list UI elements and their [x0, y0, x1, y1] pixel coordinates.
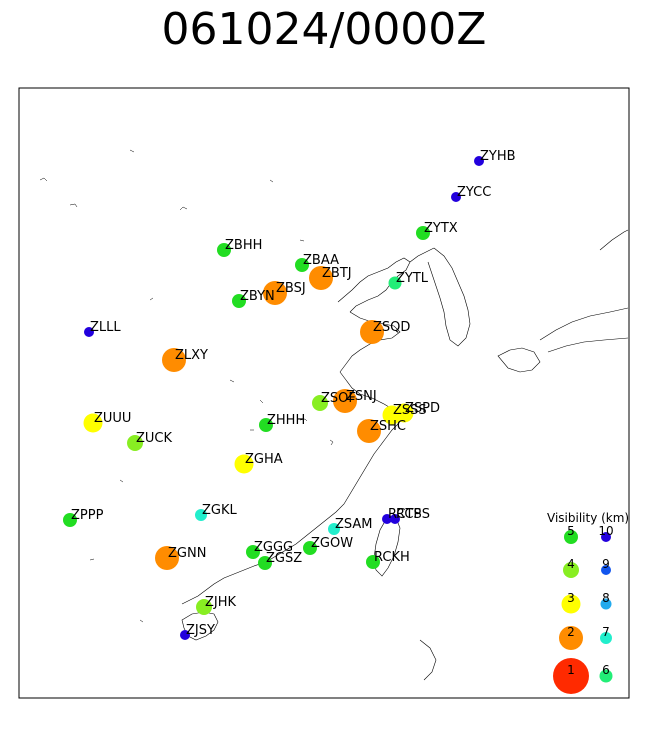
station-label-zbtj: ZBTJ	[322, 266, 352, 281]
map-title: 061024/0000Z	[161, 4, 487, 55]
station-label-zytl: ZYTL	[396, 271, 429, 286]
legend-label-10: 10	[598, 524, 613, 538]
station-marker-zsof	[312, 395, 328, 411]
station-marker-zlll	[84, 327, 94, 337]
station-marker-zsqd	[360, 320, 384, 344]
map-frame	[18, 87, 630, 699]
inland-water-outlines	[39, 149, 334, 623]
legend-swatch-10	[601, 532, 611, 542]
station-label-zsqd: ZSQD	[373, 320, 410, 335]
station-marker-zuuu	[83, 413, 103, 433]
station-label-zgha: ZGHA	[245, 452, 283, 467]
station-marker-zgkl	[195, 509, 207, 521]
legend-swatch-9	[601, 565, 611, 575]
station-label-zjsy: ZJSY	[186, 623, 215, 638]
station-marker-rckh	[366, 555, 380, 569]
legend-title: Visibility (km)	[547, 511, 629, 525]
station-marker-zggg	[246, 545, 260, 559]
legend-label-2: 2	[567, 625, 575, 639]
station-marker-zbyn	[232, 294, 246, 308]
legend-label-3: 3	[567, 591, 575, 605]
station-marker-zgsz	[258, 556, 272, 570]
station-label-zhhh: ZHHH	[267, 413, 305, 428]
station-label-zlll: ZLLL	[90, 320, 121, 335]
legend-label-7: 7	[602, 625, 610, 639]
legend-label-4: 4	[567, 557, 575, 571]
station-label-zsof: ZSOF	[321, 391, 356, 406]
station-label-zlxy: ZLXY	[175, 348, 208, 363]
station-label-zbhh: ZBHH	[225, 238, 262, 253]
station-label-rctp: RCTP	[388, 507, 421, 522]
station-label-zgkl: ZGKL	[202, 503, 238, 518]
station-label-zgsz: ZGSZ	[266, 551, 302, 566]
station-label-zsnj: ZSNJ	[346, 389, 377, 404]
station-marker-zjsy	[180, 630, 190, 640]
station-label-zgnn: ZGNN	[168, 546, 206, 561]
station-label-zbaa: ZBAA	[303, 253, 339, 268]
station-marker-zytx	[416, 226, 430, 240]
station-marker-zyhb	[474, 156, 484, 166]
station-marker-zbhh	[217, 243, 231, 257]
station-marker-zshc	[357, 419, 381, 443]
station-label-zppp: ZPPP	[71, 508, 104, 523]
station-marker-zppp	[63, 513, 77, 527]
station-marker-zgha	[234, 454, 254, 474]
legend: Visibility (km)5 4 3 2 1 10 9 8 7 6	[547, 511, 629, 694]
station-marker-zlxy	[162, 348, 186, 372]
station-marker-zsam	[328, 523, 340, 535]
legend-label-5: 5	[567, 524, 575, 538]
station-marker-zjhk	[196, 599, 212, 615]
station-marker-zbaa	[295, 258, 309, 272]
legend-swatch-3	[561, 594, 581, 614]
station-label-zsss: ZSSS	[393, 403, 427, 418]
station-marker-zgow	[303, 541, 317, 555]
station-marker-zgnn	[155, 546, 179, 570]
station-marker-rcss	[390, 514, 400, 524]
station-label-zbyn: ZBYN	[240, 289, 275, 304]
legend-swatch-8	[600, 598, 612, 610]
legend-swatch-1	[553, 658, 589, 694]
station-label-zsam: ZSAM	[335, 517, 373, 532]
station-marker-zsnj	[333, 389, 357, 413]
station-label-zuck: ZUCK	[136, 431, 172, 446]
station-marker-rctp	[382, 514, 392, 524]
station-label-zbsj: ZBSJ	[276, 281, 306, 296]
legend-swatch-6	[599, 669, 613, 683]
station-label-zyhb: ZYHB	[480, 149, 516, 164]
station-marker-zbsj	[263, 281, 287, 305]
station-marker-zytl	[388, 276, 402, 290]
station-marker-zspd	[394, 403, 414, 423]
station-label-zuuu: ZUUU	[94, 411, 131, 426]
station-label-rckh: RCKH	[374, 550, 410, 565]
legend-swatch-5	[564, 530, 578, 544]
station-marker-zbtj	[309, 266, 333, 290]
station-label-zytx: ZYTX	[424, 221, 458, 236]
station-marker-zhhh	[259, 418, 273, 432]
station-marker-zuck	[127, 435, 143, 451]
legend-swatch-4	[563, 562, 579, 578]
legend-label-1: 1	[567, 663, 575, 677]
legend-label-9: 9	[602, 557, 610, 571]
station-marker-zycc	[451, 192, 461, 202]
legend-label-8: 8	[602, 591, 610, 605]
station-label-zggg: ZGGG	[254, 540, 293, 555]
station-label-zspd: ZSPD	[405, 401, 440, 416]
legend-swatch-7	[600, 632, 612, 644]
legend-swatch-2	[559, 626, 583, 650]
station-label-zgow: ZGOW	[311, 536, 353, 551]
coastline	[181, 229, 629, 681]
station-label-rcss: RCSS	[396, 507, 430, 522]
station-label-zjhk: ZJHK	[205, 595, 237, 610]
station-label-zycc: ZYCC	[457, 185, 491, 200]
legend-label-6: 6	[602, 663, 610, 677]
station-label-zshc: ZSHC	[370, 419, 406, 434]
